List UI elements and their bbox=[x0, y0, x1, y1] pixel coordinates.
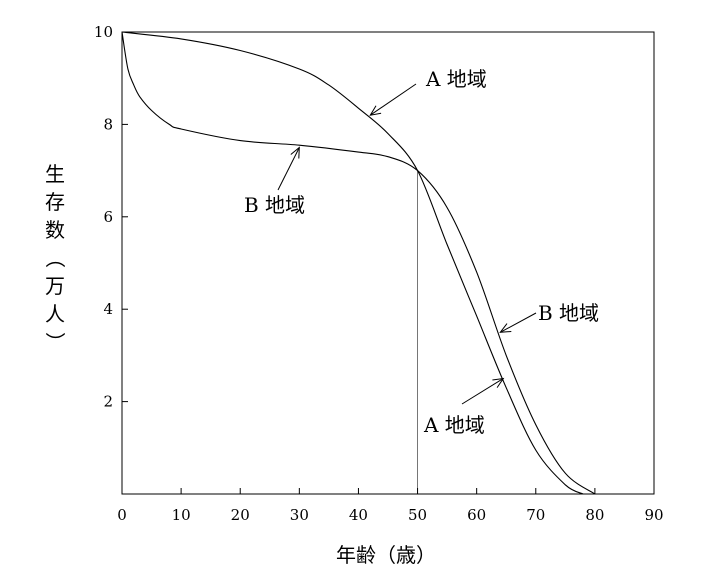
x-tick-label: 40 bbox=[349, 506, 368, 524]
y-tick: 2 bbox=[103, 393, 128, 411]
y-axis-ticks: 2 4 6 8 10 bbox=[94, 23, 128, 411]
y-tick-label: 10 bbox=[94, 23, 113, 41]
annotation-arrow-head bbox=[369, 105, 382, 116]
plot-frame bbox=[121, 31, 655, 495]
y-tick-label: 8 bbox=[103, 115, 113, 133]
x-tick-label: 10 bbox=[172, 506, 191, 524]
y-axis-label-char: 生 bbox=[45, 162, 65, 186]
y-tick: 8 bbox=[103, 115, 128, 133]
x-tick-label: 80 bbox=[585, 506, 604, 524]
y-axis-label-char: 存 bbox=[45, 190, 65, 214]
x-tick-label: 30 bbox=[290, 506, 309, 524]
y-axis-label-char: 人 bbox=[45, 302, 65, 326]
x-tick-label: 20 bbox=[231, 506, 250, 524]
x-tick-label: 90 bbox=[644, 506, 663, 524]
annotation-label: B 地域 bbox=[244, 193, 305, 217]
y-axis-label-char: 万 bbox=[45, 274, 65, 298]
annotation: A 地域 bbox=[423, 377, 505, 437]
x-tick: 60 bbox=[467, 488, 486, 524]
annotation-arrow-shaft bbox=[500, 312, 537, 333]
x-tick: 0 bbox=[117, 488, 127, 524]
y-tick: 4 bbox=[103, 300, 128, 318]
annotation: B 地域 bbox=[244, 146, 305, 217]
y-axis-label-char: ） bbox=[43, 332, 67, 352]
annotation-label: A 地域 bbox=[423, 413, 485, 437]
x-tick: 10 bbox=[172, 488, 191, 524]
x-tick: 50 bbox=[408, 488, 427, 524]
x-tick: 90 bbox=[644, 488, 664, 524]
annotation-label: A 地域 bbox=[425, 67, 487, 91]
annotation-arrow-shaft bbox=[369, 83, 417, 116]
annotation-arrow-shaft bbox=[461, 378, 504, 405]
annotation-label: B 地域 bbox=[538, 301, 599, 325]
series-group bbox=[121, 31, 596, 495]
x-tick-label: 50 bbox=[408, 506, 427, 524]
y-axis-label-char: 数 bbox=[45, 218, 65, 242]
x-tick: 80 bbox=[585, 488, 604, 524]
y-tick-label: 6 bbox=[103, 208, 113, 226]
series-line-a bbox=[121, 31, 584, 495]
annotation-arrow-shaft bbox=[277, 147, 300, 191]
x-tick: 20 bbox=[231, 488, 250, 524]
x-tick: 30 bbox=[290, 488, 309, 524]
y-axis-label: 生存数 （ 万人 ） bbox=[43, 162, 67, 352]
y-axis-label-char: （ bbox=[43, 248, 67, 268]
y-tick: 6 bbox=[103, 208, 128, 226]
annotations-group: A 地域 B 地域 B 地域 A 地域 bbox=[244, 67, 599, 437]
y-tick: 10 bbox=[94, 23, 128, 41]
x-tick: 40 bbox=[349, 488, 368, 524]
x-tick-label: 0 bbox=[117, 506, 127, 524]
y-tick-label: 2 bbox=[103, 393, 113, 411]
series-line-b bbox=[121, 31, 596, 495]
annotation-arrow-head bbox=[499, 323, 512, 333]
x-tick: 70 bbox=[526, 488, 545, 524]
x-axis-label: 年齢（歳） bbox=[336, 543, 436, 567]
x-tick-label: 60 bbox=[467, 506, 486, 524]
annotation: A 地域 bbox=[369, 67, 487, 116]
x-axis-ticks: 0 10 20 30 40 50 60 70 80 90 bbox=[117, 488, 664, 524]
annotation: B 地域 bbox=[499, 301, 599, 333]
x-tick-label: 70 bbox=[526, 506, 545, 524]
annotation-arrow-head bbox=[290, 146, 300, 159]
y-tick-label: 4 bbox=[103, 300, 113, 318]
annotation-arrow-head bbox=[492, 377, 505, 388]
